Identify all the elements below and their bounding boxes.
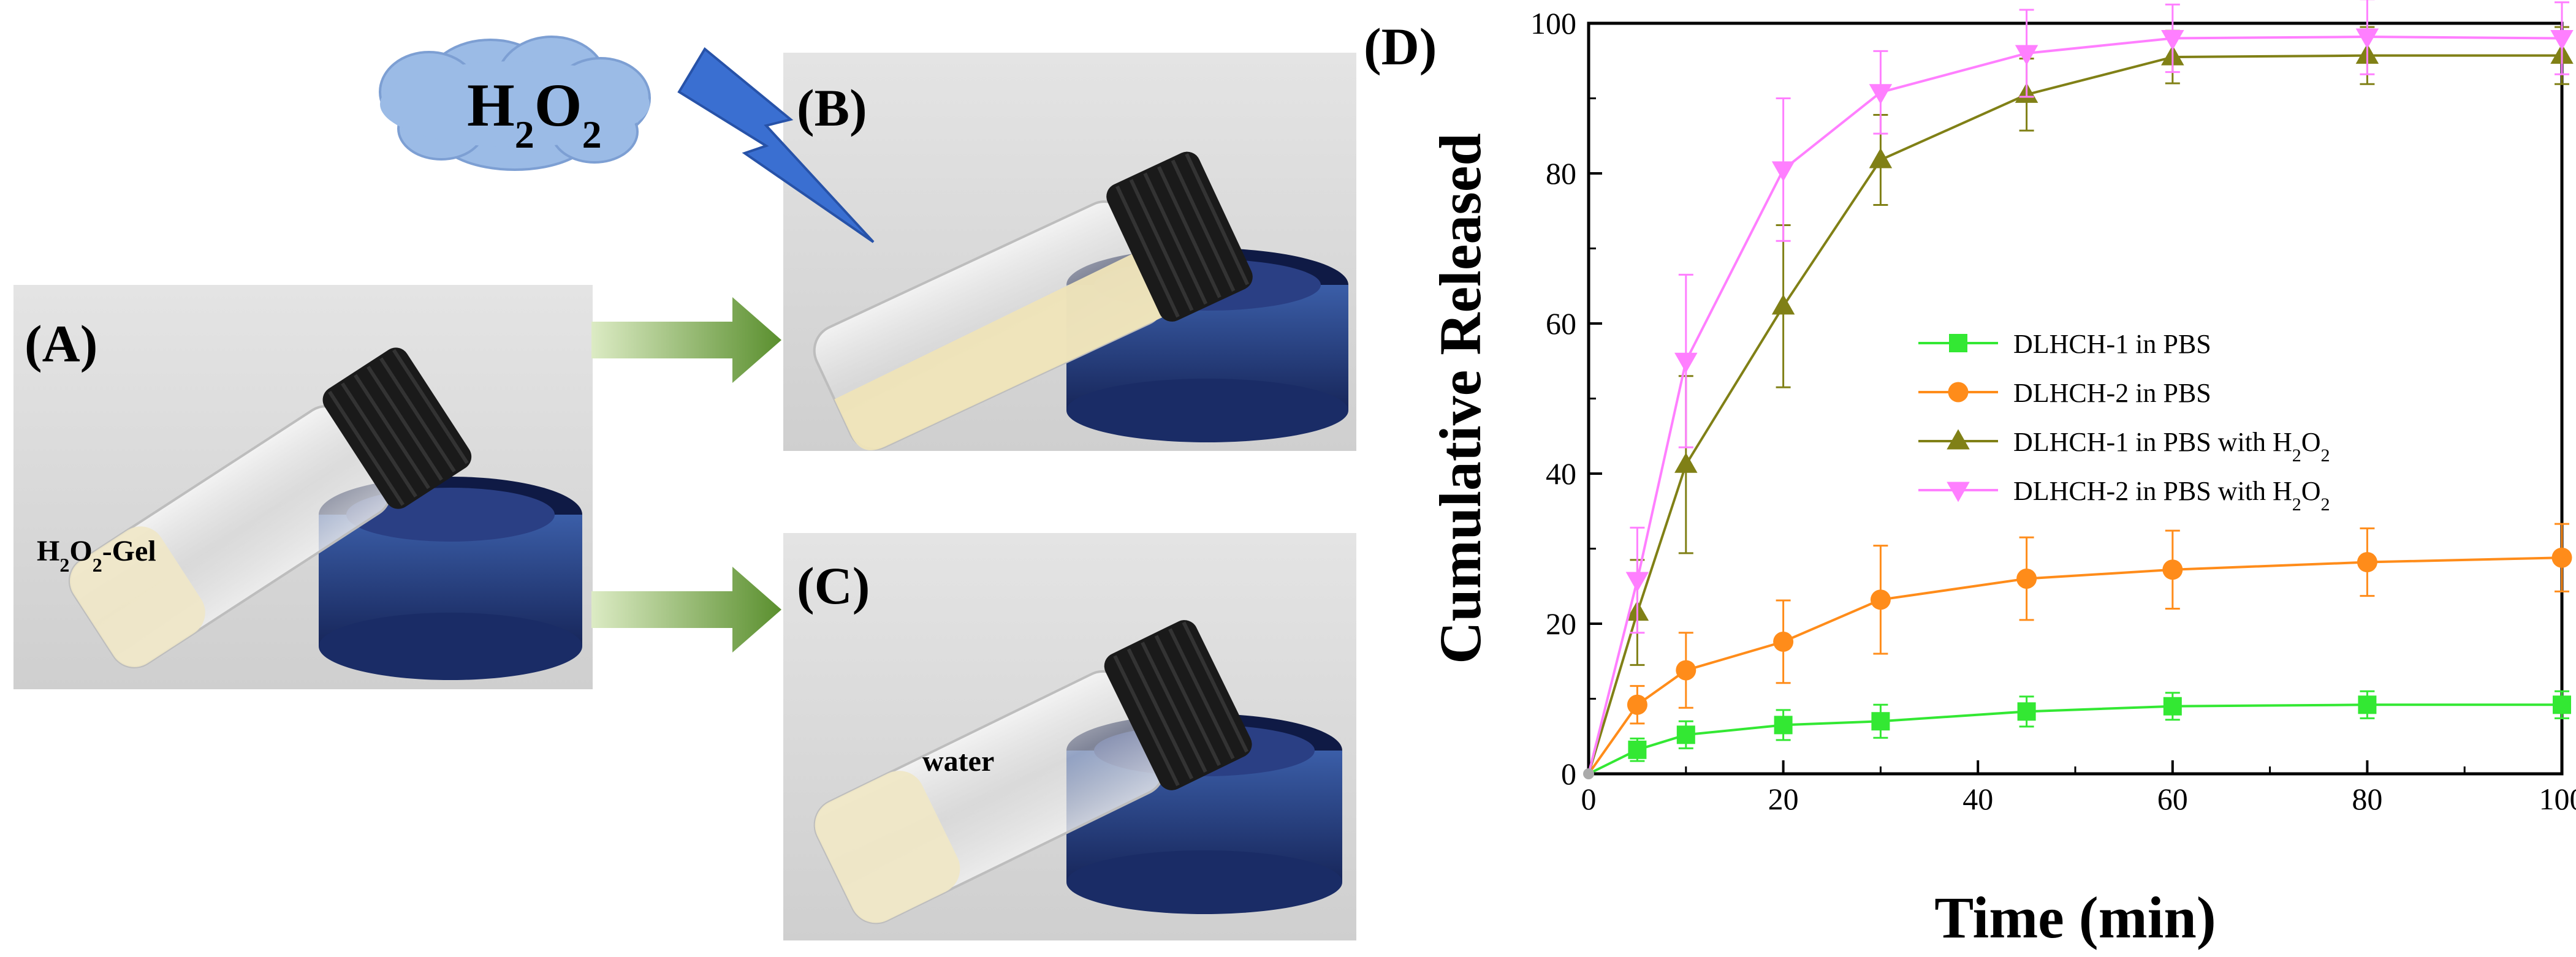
arrow-a-to-b — [591, 297, 781, 383]
legend-label: DLHCH-1 in PBS with H2O2 — [2013, 427, 2330, 466]
legend-marker — [1947, 429, 1970, 450]
panel-label-b: (B) — [797, 78, 867, 137]
data-point — [2553, 695, 2571, 714]
data-point — [1773, 631, 1794, 652]
y-tick-label: 20 — [1546, 607, 1576, 641]
panel-label-a: (A) — [25, 314, 97, 373]
legend-marker — [1947, 482, 1970, 502]
legend-marker — [1948, 382, 1969, 403]
photo-panel-a: (A) H2O2-Gel — [13, 285, 593, 689]
x-tick-label: 80 — [2352, 782, 2382, 816]
data-point — [1869, 148, 1893, 168]
data-point — [1674, 452, 1698, 473]
vial-a — [68, 347, 472, 668]
y-axis-label: Cumulative Released — [1427, 133, 1493, 664]
data-point — [1674, 352, 1698, 373]
sample-label-gel: H2O2-Gel — [37, 535, 156, 576]
x-axis-label: Time (min) — [1934, 885, 2216, 950]
series-line — [1588, 703, 2562, 775]
release-chart: 0 20 40 60 80 100 0 20 40 60 80 100 Time (min) Cumula… — [1427, 0, 2576, 950]
y-tick-label: 0 — [1561, 757, 1576, 791]
y-tick-label: 80 — [1546, 156, 1576, 191]
data-point — [2017, 702, 2036, 721]
arrow-a-to-c — [591, 567, 781, 652]
y-tick-label: 40 — [1546, 456, 1576, 491]
data-point — [1871, 712, 1890, 731]
data-point — [1628, 740, 1647, 759]
data-point — [2163, 697, 2182, 716]
data-point — [1676, 725, 1695, 744]
chart-panel-d: (D) 0 20 40 60 80 100 0 20 40 60 80 100 Time (min) Cu… — [1364, 0, 2576, 950]
data-point — [1627, 694, 1647, 715]
x-tick-label: 40 — [1962, 782, 1993, 816]
data-point — [1625, 572, 1649, 592]
data-point — [1771, 161, 1795, 182]
data-point — [1870, 589, 1891, 610]
series-line — [1587, 556, 2563, 775]
x-tick-label: 20 — [1768, 782, 1799, 816]
series-line — [1587, 54, 2562, 774]
x-tick-label: 60 — [2157, 782, 2188, 816]
data-point — [2355, 28, 2379, 49]
origin-point — [1583, 768, 1594, 779]
lightning-bolt-icon — [677, 47, 875, 243]
y-tick-label: 60 — [1546, 306, 1576, 341]
data-point — [2162, 559, 2183, 580]
data-point — [2161, 30, 2184, 50]
data-point — [2357, 552, 2377, 573]
data-point — [2358, 695, 2377, 714]
x-tick-label: 100 — [2539, 782, 2576, 816]
data-point — [2550, 30, 2574, 50]
liquid-label-water: water — [922, 745, 994, 777]
legend-marker — [1949, 334, 1967, 352]
data-point — [2015, 45, 2038, 66]
vial-c — [813, 620, 1252, 925]
legend-label: DLHCH-2 in PBS — [2013, 378, 2211, 408]
photo-panel-b: (B) — [783, 53, 1356, 451]
x-tick-label: 0 — [1581, 782, 1597, 816]
panel-label-c: (C) — [797, 556, 870, 615]
legend-label: DLHCH-1 in PBS — [2013, 329, 2211, 359]
data-point — [2016, 569, 2037, 589]
data-point — [2551, 547, 2572, 568]
panel-label-d: (D) — [1364, 17, 1437, 76]
data-point — [1676, 660, 1696, 681]
vial-b — [813, 151, 1253, 450]
stimulus-label: H2O2 — [467, 71, 602, 156]
y-tick-label: 100 — [1530, 6, 1576, 40]
legend-label: DLHCH-2 in PBS with H2O2 — [2013, 476, 2330, 515]
data-point — [1774, 716, 1793, 735]
photo-panel-c: (C) water — [783, 533, 1356, 940]
h2o2-cloud: H2O2 — [379, 36, 651, 171]
data-point — [1771, 294, 1795, 315]
data-point — [1869, 84, 1893, 105]
